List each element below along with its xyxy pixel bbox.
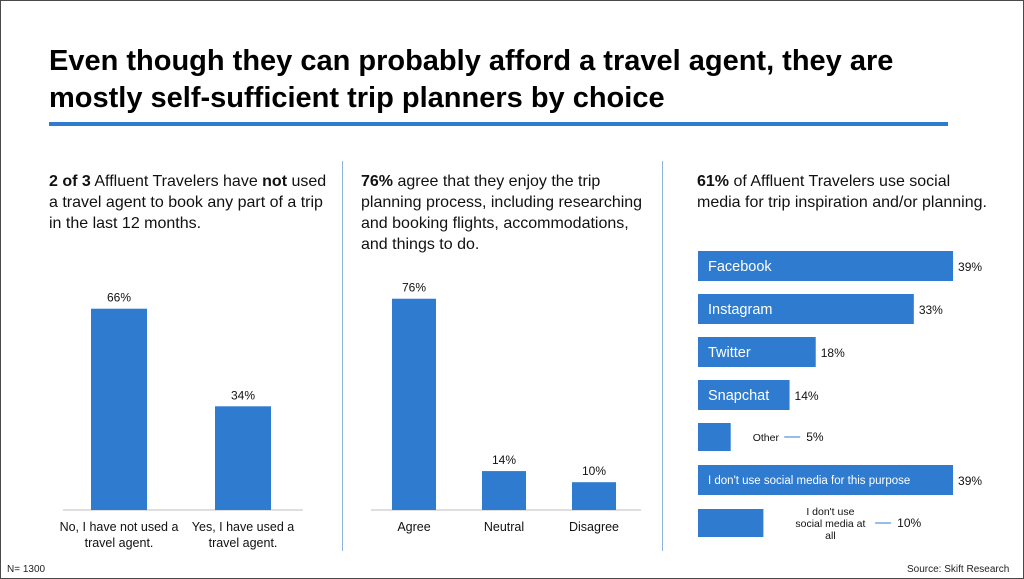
chart3-category-label-6-1: social media at: [795, 518, 865, 530]
chart3-bar-5: [698, 465, 954, 495]
panel1-heading: 2 of 3 Affluent Travelers have not used …: [49, 171, 329, 234]
panel1-heading-text1: Affluent Travelers have: [90, 173, 263, 190]
chart3-value-label-0: 39%: [958, 260, 982, 274]
panel-divider-right: [662, 161, 663, 551]
panel-divider-left: [342, 161, 343, 551]
chart1-category-label-1-1: travel agent.: [209, 536, 278, 550]
panel3-heading-text: of Affluent Travelers use social media f…: [697, 173, 987, 211]
chart1-value-label-0: 66%: [107, 291, 131, 305]
chart2-bar-1: [482, 471, 526, 510]
chart3-value-label-2: 18%: [821, 346, 845, 360]
chart2-bar-0: [392, 298, 436, 510]
chart3-category-label-4: Other: [753, 432, 780, 444]
chart3-value-label-1: 33%: [919, 303, 943, 317]
chart1-value-label-1: 34%: [231, 388, 255, 402]
source-note: Source: Skift Research: [907, 564, 1010, 575]
chart3-value-label-3: 14%: [795, 389, 819, 403]
chart3-bar-3: [698, 380, 790, 410]
chart3-bar-2: [698, 337, 816, 367]
slide-title: Even though they can probably afford a t…: [49, 45, 894, 114]
chart3-category-label-6: I don't use: [806, 506, 854, 518]
chart3-value-label-5: 39%: [958, 474, 982, 488]
panel2-heading: 76% agree that they enjoy the trip plann…: [361, 171, 656, 255]
panel2-heading-bold: 76%: [361, 173, 394, 190]
chart2-category-label-0: Agree: [397, 520, 430, 534]
chart3-bar-4: [698, 423, 731, 451]
chart3-category-label-1: Instagram: [708, 302, 772, 318]
chart3-value-label-6: 10%: [897, 516, 921, 530]
chart2-value-label-2: 10%: [582, 464, 606, 478]
chart3-category-label-5: I don't use social media for this purpos…: [708, 475, 910, 487]
panel3-heading: 61% of Affluent Travelers use social med…: [697, 171, 987, 213]
chart2-bar-2: [572, 482, 616, 510]
sample-size-note: N= 1300: [7, 564, 46, 575]
chart1-bar-0: [91, 308, 147, 510]
chart1-category-label-0-1: travel agent.: [85, 536, 154, 550]
chart3-category-label-2: Twitter: [708, 345, 751, 361]
chart3-category-label-6-2: all: [825, 530, 836, 542]
panel1-heading-text2: used a travel agent to book any part of …: [49, 173, 327, 232]
chart1-bar-1: [215, 406, 271, 510]
panel1-heading-bold2: not: [262, 173, 288, 190]
chart1-category-label-1: Yes, I have used a: [192, 520, 294, 534]
chart3-value-label-4: 5%: [806, 430, 824, 444]
chart3-category-label-3: Snapchat: [708, 388, 769, 404]
chart2-value-label-1: 14%: [492, 453, 516, 467]
panel3-heading-bold: 61%: [697, 173, 730, 190]
chart1-category-label-0: No, I have not used a: [60, 520, 179, 534]
chart3-bar-0: [698, 251, 954, 281]
title-underline: [49, 122, 948, 126]
chart3-bar-6: [698, 509, 764, 537]
chart3-bar-1: [698, 294, 914, 324]
panel1-heading-bold1: 2 of 3: [49, 173, 91, 190]
chart3-category-label-0: Facebook: [708, 259, 772, 275]
chart2-value-label-0: 76%: [402, 281, 426, 295]
chart2-category-label-1: Neutral: [484, 520, 524, 534]
chart2-category-label-2: Disagree: [569, 520, 619, 534]
panel2-heading-text: agree that they enjoy the trip planning …: [361, 173, 643, 253]
